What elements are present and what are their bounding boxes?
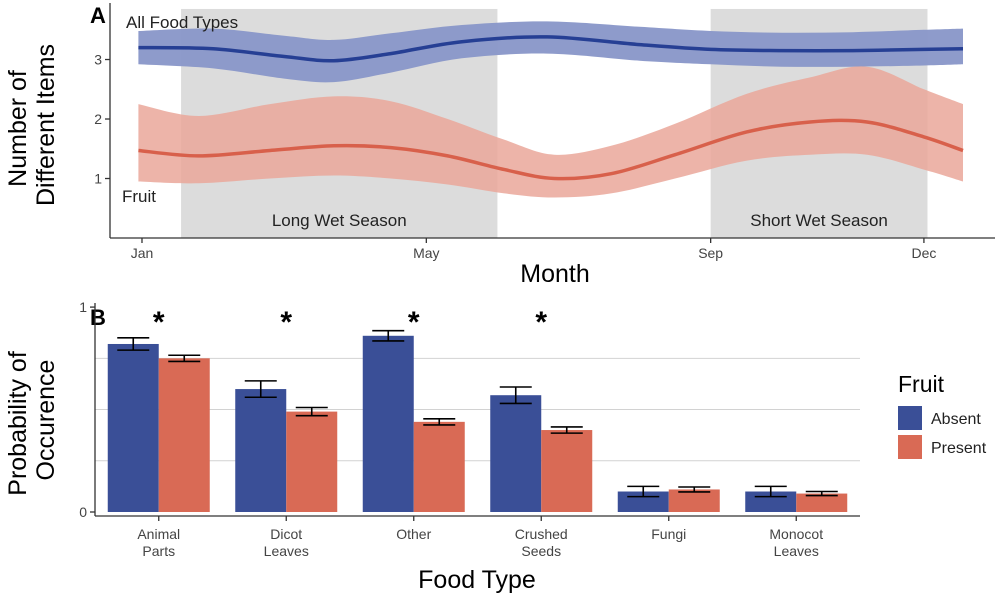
error-bar-other-absent	[372, 329, 405, 342]
bar-crushed-seeds-absent	[490, 395, 542, 512]
legend-swatch-present	[898, 435, 922, 459]
error-bar-dicot-leaves-absent	[244, 380, 277, 399]
bar-animal-parts-absent	[107, 343, 159, 512]
panel-b-y-axis-title-line-1: Probability of	[4, 351, 32, 496]
error-bar-animal-parts-absent	[117, 337, 150, 351]
error-bar-monocot-leaves-absent	[754, 485, 787, 498]
panel-a-y-tick-label-3: 3	[94, 52, 102, 68]
panel-a-x-tick-label-jan: Jan	[131, 245, 154, 261]
bar-monocot-leaves-present	[796, 493, 848, 512]
panel-b-y-tick-label-0: 0	[79, 504, 87, 520]
panel-b-x-tick-label-crushed-seeds-line-1: Crushed	[515, 526, 568, 542]
error-bar-monocot-leaves-present	[805, 490, 838, 497]
panel-b-x-axis-title: Food Type	[418, 566, 536, 594]
series-label-all-food-types: All Food Types	[126, 13, 238, 32]
panel-a-y-ticks: 1 2 3	[94, 52, 110, 187]
panel-b-x-tick-label-monocot-leaves: Monocot Leaves	[769, 526, 823, 559]
error-bar-fungi-present	[678, 486, 711, 493]
bar-dicot-leaves-present	[286, 411, 338, 512]
bar-other-absent	[362, 335, 414, 512]
panel-b-y-axis-title-line-2: Occurence	[32, 360, 60, 481]
panel-b-gridlines	[95, 357, 860, 462]
series-label-fruit: Fruit	[122, 187, 156, 206]
legend-swatch-absent	[898, 406, 922, 430]
panel-a-x-tick-label-dec: Dec	[911, 245, 936, 261]
error-bars	[117, 329, 838, 498]
season-label-long-wet-season: Long Wet Season	[272, 211, 407, 230]
bar-other-present	[413, 421, 465, 512]
legend: Fruit Absent Present	[898, 371, 987, 459]
panel-a-x-tick-label-sep: Sep	[698, 245, 723, 261]
panel-b-x-tick-label-crushed-seeds: Crushed Seeds	[515, 526, 568, 559]
panel-b-x-tick-label-monocot-leaves-line-2: Leaves	[774, 543, 819, 559]
panel-b-x-tick-label-animal-parts: Animal Parts	[137, 526, 180, 559]
panel-a-y-axis-title-line-2: Different Items	[32, 44, 60, 206]
panel-b-y-ticks: 01	[79, 299, 95, 520]
panel-b-x-tick-label-dicot-leaves-line-1: Dicot	[270, 526, 302, 542]
confidence-band-fruit	[138, 66, 963, 198]
confidence-bands	[138, 21, 963, 198]
panel-a-axes	[109, 3, 995, 239]
series-labels: All Food Types Fruit	[122, 13, 238, 206]
bars	[107, 335, 848, 512]
legend-label-present: Present	[931, 440, 987, 457]
panel-a-y-axis-title: Number of Different Items	[4, 44, 60, 206]
panel-a-x-ticks: Jan May Sep Dec	[131, 238, 936, 261]
panel-a-y-tick-label-2: 2	[94, 111, 102, 127]
panel-b-x-tick-label-dicot-leaves: Dicot Leaves	[264, 526, 309, 559]
panel-b-x-tick-label-monocot-leaves-line-1: Monocot	[769, 526, 823, 542]
confidence-band-all-food-types	[138, 21, 963, 83]
bar-dicot-leaves-absent	[235, 389, 287, 512]
panel-b-x-tick-label-animal-parts-line-2: Parts	[142, 543, 175, 559]
error-bar-fungi-absent	[627, 485, 660, 498]
panel-a-label: A	[90, 3, 106, 28]
season-label-short-wet-season: Short Wet Season	[750, 211, 888, 230]
error-bar-animal-parts-present	[168, 354, 201, 363]
series-line-all-food-types	[138, 35, 964, 63]
panel-b-x-tick-label-animal-parts-line-1: Animal	[137, 526, 180, 542]
error-bar-dicot-leaves-present	[295, 406, 328, 417]
legend-label-absent: Absent	[931, 411, 981, 428]
panel-b-x-tick-label-other: Other	[396, 526, 431, 542]
panel-b-x-tick-label-fungi: Fungi	[651, 526, 686, 542]
significance-star-crushed-seeds: *	[535, 306, 547, 339]
legend-title: Fruit	[898, 371, 945, 397]
panel-b-x-tick-label-dicot-leaves-line-2: Leaves	[264, 543, 309, 559]
significance-star-animal-parts: *	[153, 306, 165, 339]
significance-star-other: *	[408, 306, 420, 339]
panel-b-y-axis-title: Probability of Occurence	[4, 344, 60, 495]
panel-b-x-tick-label-other-line-1: Other	[396, 526, 431, 542]
panel-b-y-tick-label-1: 1	[79, 299, 87, 315]
panel-b-axes	[94, 303, 860, 517]
season-labels: Long Wet Season Short Wet Season	[272, 211, 888, 230]
panel-b-x-tick-label-crushed-seeds-line-2: Seeds	[521, 543, 561, 559]
bar-animal-parts-present	[158, 358, 210, 512]
bar-fungi-present	[668, 489, 720, 512]
error-bar-crushed-seeds-absent	[499, 386, 532, 405]
bar-crushed-seeds-present	[541, 430, 593, 512]
panel-a-x-tick-label-may: May	[413, 245, 439, 261]
panel-b-x-tick-label-fungi-line-1: Fungi	[651, 526, 686, 542]
significance-star-dicot-leaves: *	[280, 306, 292, 339]
significance-markers: * * * *	[153, 306, 548, 339]
series-lines	[138, 35, 964, 181]
series-line-fruit	[138, 118, 964, 181]
panel-b-label: B	[90, 305, 106, 330]
panel-a-y-tick-label-1: 1	[94, 171, 102, 187]
panel-a-x-axis-title: Month	[520, 260, 589, 288]
panel-a: A All Food Types Fruit Long Wet Season Sho…	[4, 3, 995, 288]
panel-a-y-axis-title-line-1: Number of	[4, 70, 32, 187]
error-bar-other-present	[423, 417, 456, 426]
error-bar-crushed-seeds-present	[550, 426, 583, 434]
